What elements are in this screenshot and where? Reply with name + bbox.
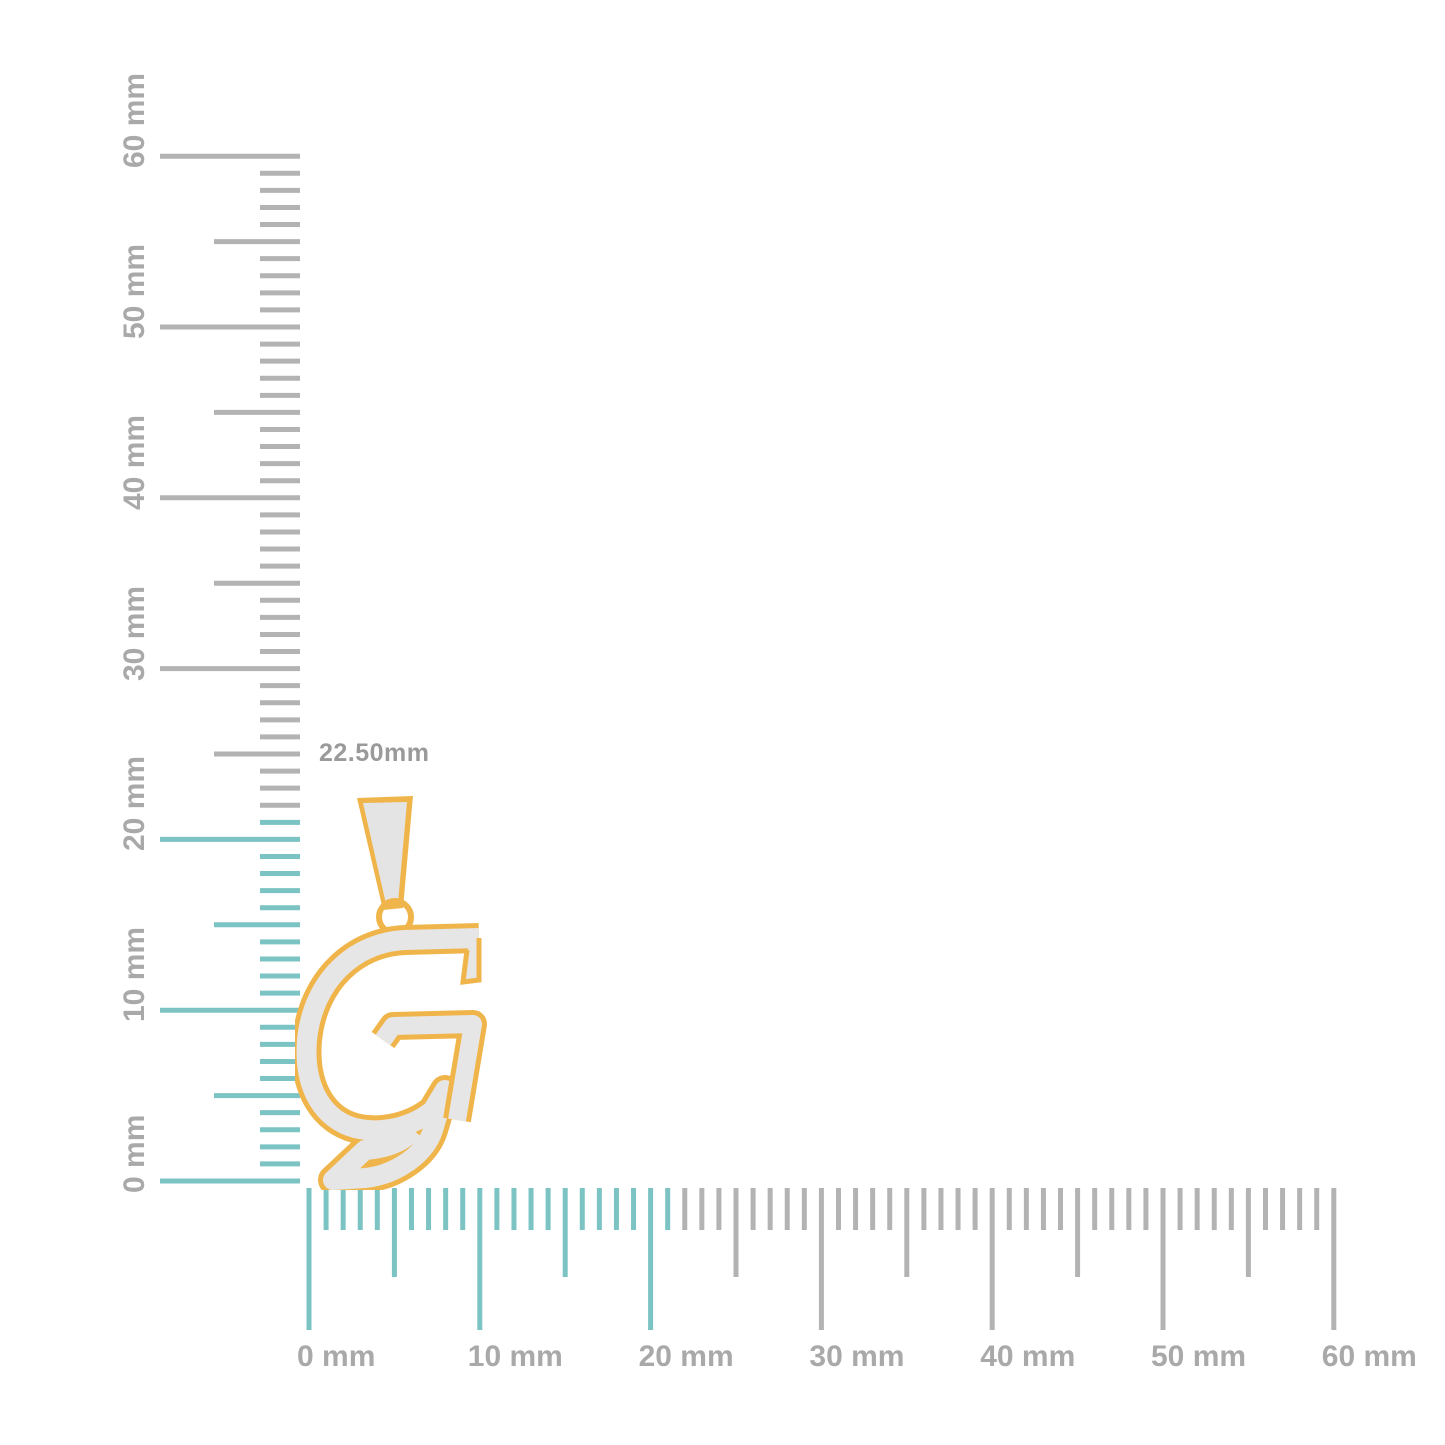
horizontal-ruler-label: 10 mm	[467, 1340, 563, 1373]
vertical-ruler-label: 50 mm	[118, 243, 151, 339]
letter-g-pendant-image	[295, 796, 487, 1190]
vertical-ruler-label: 20 mm	[118, 756, 151, 852]
vertical-ruler-label: 40 mm	[118, 414, 151, 510]
horizontal-ruler-label: 60 mm	[1321, 1340, 1417, 1373]
vertical-ruler-label: 60 mm	[118, 73, 151, 169]
height-measurement-label: 22.50mm	[319, 739, 430, 767]
bail	[357, 796, 413, 910]
horizontal-ruler-label: 0 mm	[297, 1340, 376, 1373]
vertical-ruler-label: 10 mm	[118, 927, 151, 1023]
horizontal-ruler-label: 40 mm	[980, 1340, 1076, 1373]
horizontal-ruler-label: 20 mm	[638, 1340, 734, 1373]
horizontal-ruler-label: 50 mm	[1151, 1340, 1247, 1373]
letter-g	[295, 923, 487, 1190]
vertical-ruler-label: 30 mm	[118, 585, 151, 681]
horizontal-ruler-label: 30 mm	[809, 1340, 905, 1373]
vertical-ruler-label: 0 mm	[118, 1114, 151, 1193]
